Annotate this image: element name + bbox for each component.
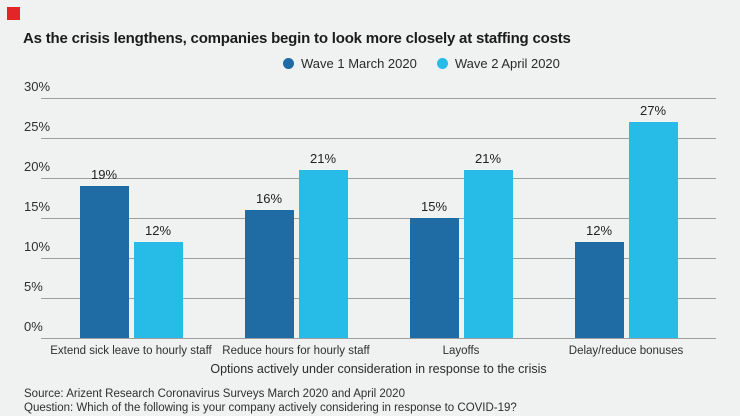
bar-wave2-cat2 xyxy=(298,170,348,338)
gridline xyxy=(41,258,716,259)
bar-value-label: 15% xyxy=(420,199,448,214)
bar-wave1-cat1 xyxy=(79,186,129,338)
bar-wave1-cat2 xyxy=(244,210,294,338)
legend-dot-icon xyxy=(283,57,294,69)
gridline xyxy=(41,138,716,139)
legend-item-label: Wave 2 April 2020 xyxy=(454,55,560,71)
source-note: Source: Arizent Research Coronavirus Sur… xyxy=(24,388,405,400)
legend-item: Wave 1 March 2020 xyxy=(283,56,417,71)
bar-value-label: 12% xyxy=(144,223,172,238)
legend-item: Wave 2 April 2020 xyxy=(436,55,560,71)
legend-dot-icon xyxy=(436,57,448,69)
question-note: Question: Which of the following is your… xyxy=(24,402,517,414)
bar-wave2-cat4 xyxy=(628,122,678,338)
y-axis-tick-label: 30% xyxy=(24,79,51,94)
red-marker xyxy=(7,7,20,20)
bar-value-label: 21% xyxy=(309,151,337,166)
bar-wave1-cat4 xyxy=(574,242,624,338)
bar-wave2-cat1 xyxy=(133,242,183,338)
y-axis-tick-label: 25% xyxy=(24,119,51,134)
legend-item-label: Wave 1 March 2020 xyxy=(301,55,417,71)
bar-value-label: 12% xyxy=(585,223,613,238)
y-axis-tick-label: 15% xyxy=(24,199,51,214)
x-axis-category-label: Layoffs xyxy=(442,345,480,357)
y-axis-tick-label: 0% xyxy=(24,319,43,334)
x-axis-category-label: Extend sick leave to hourly staff xyxy=(50,345,212,357)
bar-value-label: 27% xyxy=(639,103,667,118)
bar-value-label: 16% xyxy=(255,191,283,206)
bar-wave2-cat3 xyxy=(463,170,513,338)
gridline xyxy=(41,98,716,99)
gridline xyxy=(41,298,716,299)
x-axis-title: Options actively under consideration in … xyxy=(210,362,547,376)
gridline xyxy=(41,338,716,339)
bar-value-label: 19% xyxy=(90,167,118,182)
bar-value-label: 21% xyxy=(474,151,502,166)
footer: Source: Arizent Research Coronavirus Sur… xyxy=(24,387,724,415)
y-axis-tick-label: 20% xyxy=(24,159,51,174)
gridline xyxy=(41,178,716,179)
y-axis-tick-label: 5% xyxy=(24,279,43,294)
x-axis-category-label: Delay/reduce bonuses xyxy=(568,345,684,357)
y-axis-tick-label: 10% xyxy=(24,239,51,254)
x-axis-category-label: Reduce hours for hourly staff xyxy=(222,345,370,357)
legend: Wave 1 March 2020 Wave 2 April 2020 xyxy=(283,54,560,72)
gridline xyxy=(41,218,716,219)
chart-title: As the crisis lengthens, companies begin… xyxy=(23,30,571,47)
bar-wave1-cat3 xyxy=(409,218,459,338)
